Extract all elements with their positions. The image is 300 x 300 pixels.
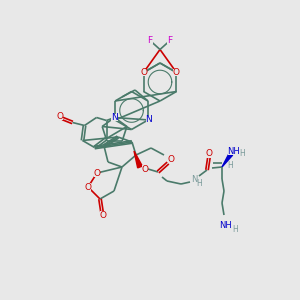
Text: H: H <box>196 178 202 188</box>
Bar <box>94 169 100 177</box>
Text: O: O <box>94 169 100 178</box>
Bar <box>100 211 106 219</box>
Bar <box>56 113 63 120</box>
Text: N: N <box>111 113 118 122</box>
Bar <box>173 69 180 76</box>
Text: NH: NH <box>220 221 232 230</box>
Text: O: O <box>100 211 106 220</box>
Text: H: H <box>239 149 245 158</box>
Text: N: N <box>146 116 152 124</box>
Text: O: O <box>167 154 175 164</box>
Text: H: H <box>227 160 233 169</box>
Text: O: O <box>56 112 63 121</box>
Bar <box>191 175 197 183</box>
Polygon shape <box>134 151 142 168</box>
Bar <box>85 183 91 191</box>
Text: N: N <box>191 175 197 184</box>
Bar <box>167 37 173 44</box>
Text: F: F <box>167 36 172 45</box>
Bar <box>168 155 174 163</box>
Text: O: O <box>142 164 148 173</box>
Bar <box>142 165 148 173</box>
Text: O: O <box>85 182 92 191</box>
Polygon shape <box>222 153 232 167</box>
Text: O: O <box>206 149 212 158</box>
Bar <box>147 37 153 44</box>
Text: O: O <box>140 68 147 77</box>
Text: H: H <box>232 224 238 233</box>
Bar <box>146 116 152 124</box>
Bar <box>111 114 118 121</box>
Bar <box>227 147 239 155</box>
Text: NH: NH <box>226 146 239 155</box>
Text: O: O <box>173 68 180 77</box>
Bar <box>220 222 232 230</box>
Bar <box>206 150 212 158</box>
Bar <box>140 69 147 76</box>
Text: F: F <box>147 36 153 45</box>
